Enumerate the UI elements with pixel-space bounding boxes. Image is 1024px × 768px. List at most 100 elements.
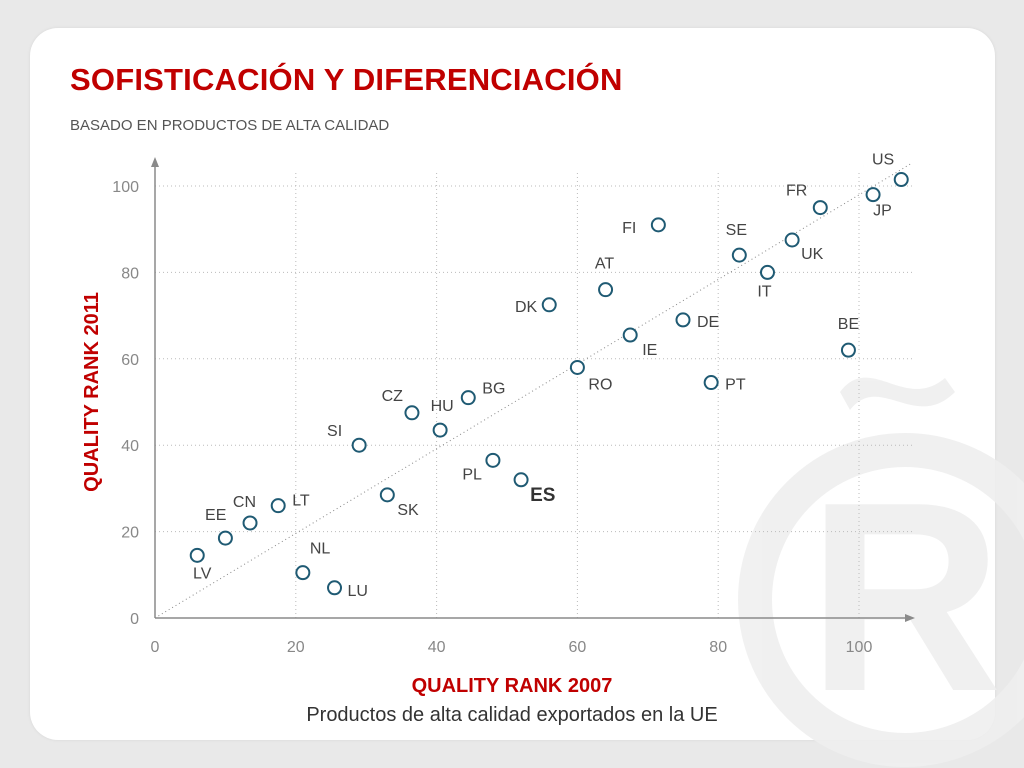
- point-label: SK: [397, 502, 419, 519]
- y-tick-label: 20: [121, 525, 139, 542]
- point-marker: [893, 172, 909, 188]
- point-marker: [270, 498, 286, 514]
- y-tick-label: 0: [130, 611, 139, 628]
- data-point-si: SI: [327, 423, 367, 453]
- point-marker: [404, 405, 420, 421]
- x-tick-label: 60: [569, 639, 587, 656]
- point-label: LT: [292, 493, 310, 510]
- y-axis-label: QUALITY RANK 2011: [81, 292, 103, 492]
- point-label: DE: [697, 314, 719, 331]
- point-marker: [379, 487, 395, 503]
- point-label: SI: [327, 423, 342, 440]
- point-label: ES: [530, 485, 555, 506]
- point-marker: [541, 297, 557, 313]
- y-tick-label: 40: [121, 438, 139, 455]
- point-marker: [460, 390, 476, 406]
- data-point-jp: JP: [865, 187, 892, 220]
- x-axis-sublabel: Productos de alta calidad exportados en …: [306, 704, 717, 726]
- data-point-it: IT: [757, 264, 775, 300]
- point-marker: [731, 247, 747, 263]
- tick-labels: 0 20 40 60 80 100 0 20 40 60 80 100: [112, 179, 872, 656]
- reference-diagonal-line: [154, 162, 913, 619]
- data-point-cz: CZ: [382, 388, 420, 421]
- data-point-lu: LU: [327, 580, 368, 600]
- point-label: LU: [348, 583, 368, 600]
- point-marker: [569, 359, 585, 375]
- point-marker: [675, 312, 691, 328]
- data-point-sk: SK: [379, 487, 419, 519]
- point-label: HU: [431, 398, 454, 415]
- point-marker: [351, 437, 367, 453]
- point-marker: [759, 264, 775, 280]
- point-label: DK: [515, 299, 538, 316]
- point-marker: [485, 452, 501, 468]
- x-tick-label: 20: [287, 639, 305, 656]
- point-marker: [295, 565, 311, 581]
- point-marker: [217, 530, 233, 546]
- point-label: IT: [757, 283, 771, 300]
- data-point-uk: UK: [784, 232, 824, 263]
- data-point-lt: LT: [270, 493, 310, 514]
- data-point-dk: DK: [515, 297, 557, 316]
- point-label: PT: [725, 377, 746, 394]
- point-label: FR: [786, 183, 807, 200]
- point-marker: [812, 200, 828, 216]
- point-marker: [598, 282, 614, 298]
- point-label: UK: [801, 246, 824, 263]
- y-tick-label: 100: [112, 179, 139, 196]
- point-marker: [513, 472, 529, 488]
- point-marker: [432, 422, 448, 438]
- data-point-pt: PT: [703, 375, 746, 394]
- x-axis-label: QUALITY RANK 2007: [412, 675, 613, 697]
- point-label: SE: [726, 222, 747, 239]
- x-tick-label: 40: [428, 639, 446, 656]
- data-point-de: DE: [675, 312, 719, 331]
- y-tick-label: 60: [121, 352, 139, 369]
- x-tick-label: 80: [709, 639, 727, 656]
- point-marker: [865, 187, 881, 203]
- point-marker: [784, 232, 800, 248]
- point-label: LV: [193, 565, 212, 582]
- data-point-at: AT: [595, 256, 614, 298]
- point-label: RO: [588, 376, 612, 393]
- point-label: AT: [595, 256, 614, 273]
- grid-lines: [155, 170, 915, 618]
- point-label: IE: [642, 342, 657, 359]
- point-label: US: [872, 152, 894, 169]
- data-point-ro: RO: [569, 359, 612, 393]
- point-label: CN: [233, 494, 256, 511]
- point-label: JP: [873, 203, 892, 220]
- data-point-cn: CN: [233, 494, 258, 531]
- data-point-pl: PL: [462, 452, 501, 483]
- watermark-logo: R: [738, 377, 1024, 767]
- data-point-fr: FR: [786, 183, 828, 216]
- y-tick-label: 80: [121, 265, 139, 282]
- point-marker: [840, 342, 856, 358]
- point-label: BE: [838, 316, 859, 333]
- point-marker: [650, 217, 666, 233]
- data-point-nl: NL: [295, 541, 331, 581]
- point-label: CZ: [382, 388, 404, 405]
- data-point-ie: IE: [622, 327, 657, 359]
- x-axis-arrow: [905, 614, 915, 622]
- point-label: FI: [622, 220, 636, 237]
- point-marker: [622, 327, 638, 343]
- data-point-lv: LV: [189, 547, 212, 582]
- data-points: US JP FR FI SE UK IT AT DK DE IE BE RO PT BG CZ HU SI PL ES…: [189, 152, 909, 600]
- point-marker: [189, 547, 205, 563]
- y-axis-arrow: [151, 157, 159, 167]
- data-point-bg: BG: [460, 381, 505, 406]
- slide-background: [30, 28, 995, 740]
- point-marker: [327, 580, 343, 596]
- data-point-es: ES: [513, 472, 555, 506]
- data-point-ee: EE: [205, 507, 233, 546]
- slide-title: SOFISTICACIÓN Y DIFERENCIACIÓN: [70, 62, 623, 97]
- point-label: NL: [310, 541, 331, 558]
- point-marker: [242, 515, 258, 531]
- data-point-se: SE: [726, 222, 747, 263]
- data-point-hu: HU: [431, 398, 454, 438]
- data-point-fi: FI: [622, 217, 666, 237]
- point-marker: [703, 375, 719, 391]
- point-label: EE: [205, 507, 226, 524]
